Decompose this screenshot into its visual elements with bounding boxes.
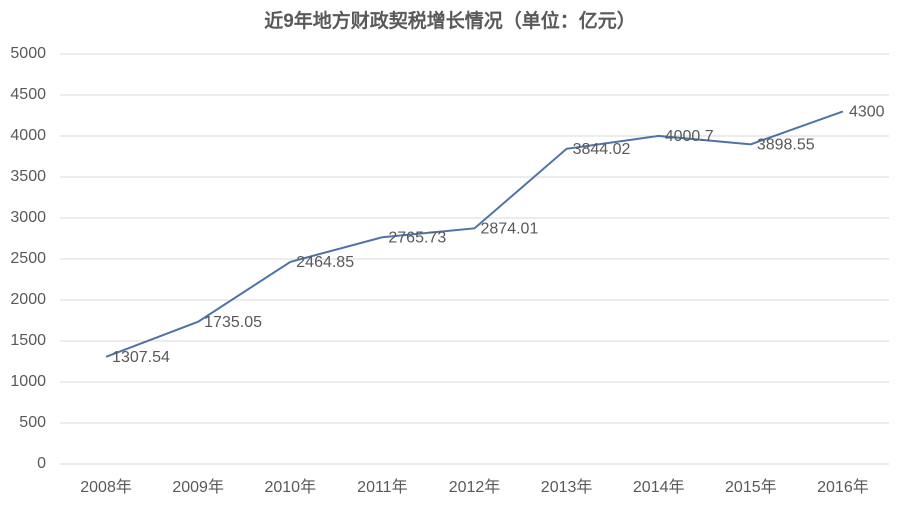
y-tick-label: 0 (37, 455, 46, 472)
y-tick-label: 5000 (10, 45, 46, 62)
series-line (105, 110, 844, 358)
y-tick-label: 1500 (10, 332, 46, 349)
y-tick-label: 3500 (10, 168, 46, 185)
x-tick-label: 2014年 (633, 478, 685, 496)
y-tick-label: 4000 (10, 127, 46, 144)
x-tick-label: 2016年 (817, 478, 869, 496)
chart-title: 近9年地方财政契税增长情况（单位：亿元） (264, 9, 636, 32)
data-label: 2874.01 (481, 221, 539, 238)
x-tick-label: 2012年 (449, 478, 501, 496)
x-tick-label: 2015年 (725, 478, 777, 496)
data-label: 1307.54 (112, 349, 170, 366)
x-tick-label: 2011年 (357, 478, 407, 496)
x-tick-label: 2009年 (172, 478, 224, 496)
data-label: 2464.85 (296, 254, 354, 271)
x-tick-label: 2013年 (541, 478, 593, 496)
data-label: 3844.02 (573, 141, 631, 158)
y-tick-label: 3000 (10, 209, 46, 226)
x-tick-label: 2008年 (80, 478, 132, 496)
y-tick-label: 2500 (10, 250, 46, 267)
y-tick-label: 500 (19, 414, 46, 431)
y-tick-label: 2000 (10, 291, 46, 308)
x-tick-label: 2010年 (264, 478, 316, 496)
y-tick-label: 4500 (10, 86, 46, 103)
data-label: 1735.05 (204, 314, 262, 331)
y-tick-label: 1000 (10, 373, 46, 390)
data-label: 3898.55 (757, 137, 815, 154)
data-label: 4000.7 (665, 128, 714, 145)
data-label: 4300 (849, 104, 885, 121)
data-label: 2765.73 (388, 229, 446, 246)
